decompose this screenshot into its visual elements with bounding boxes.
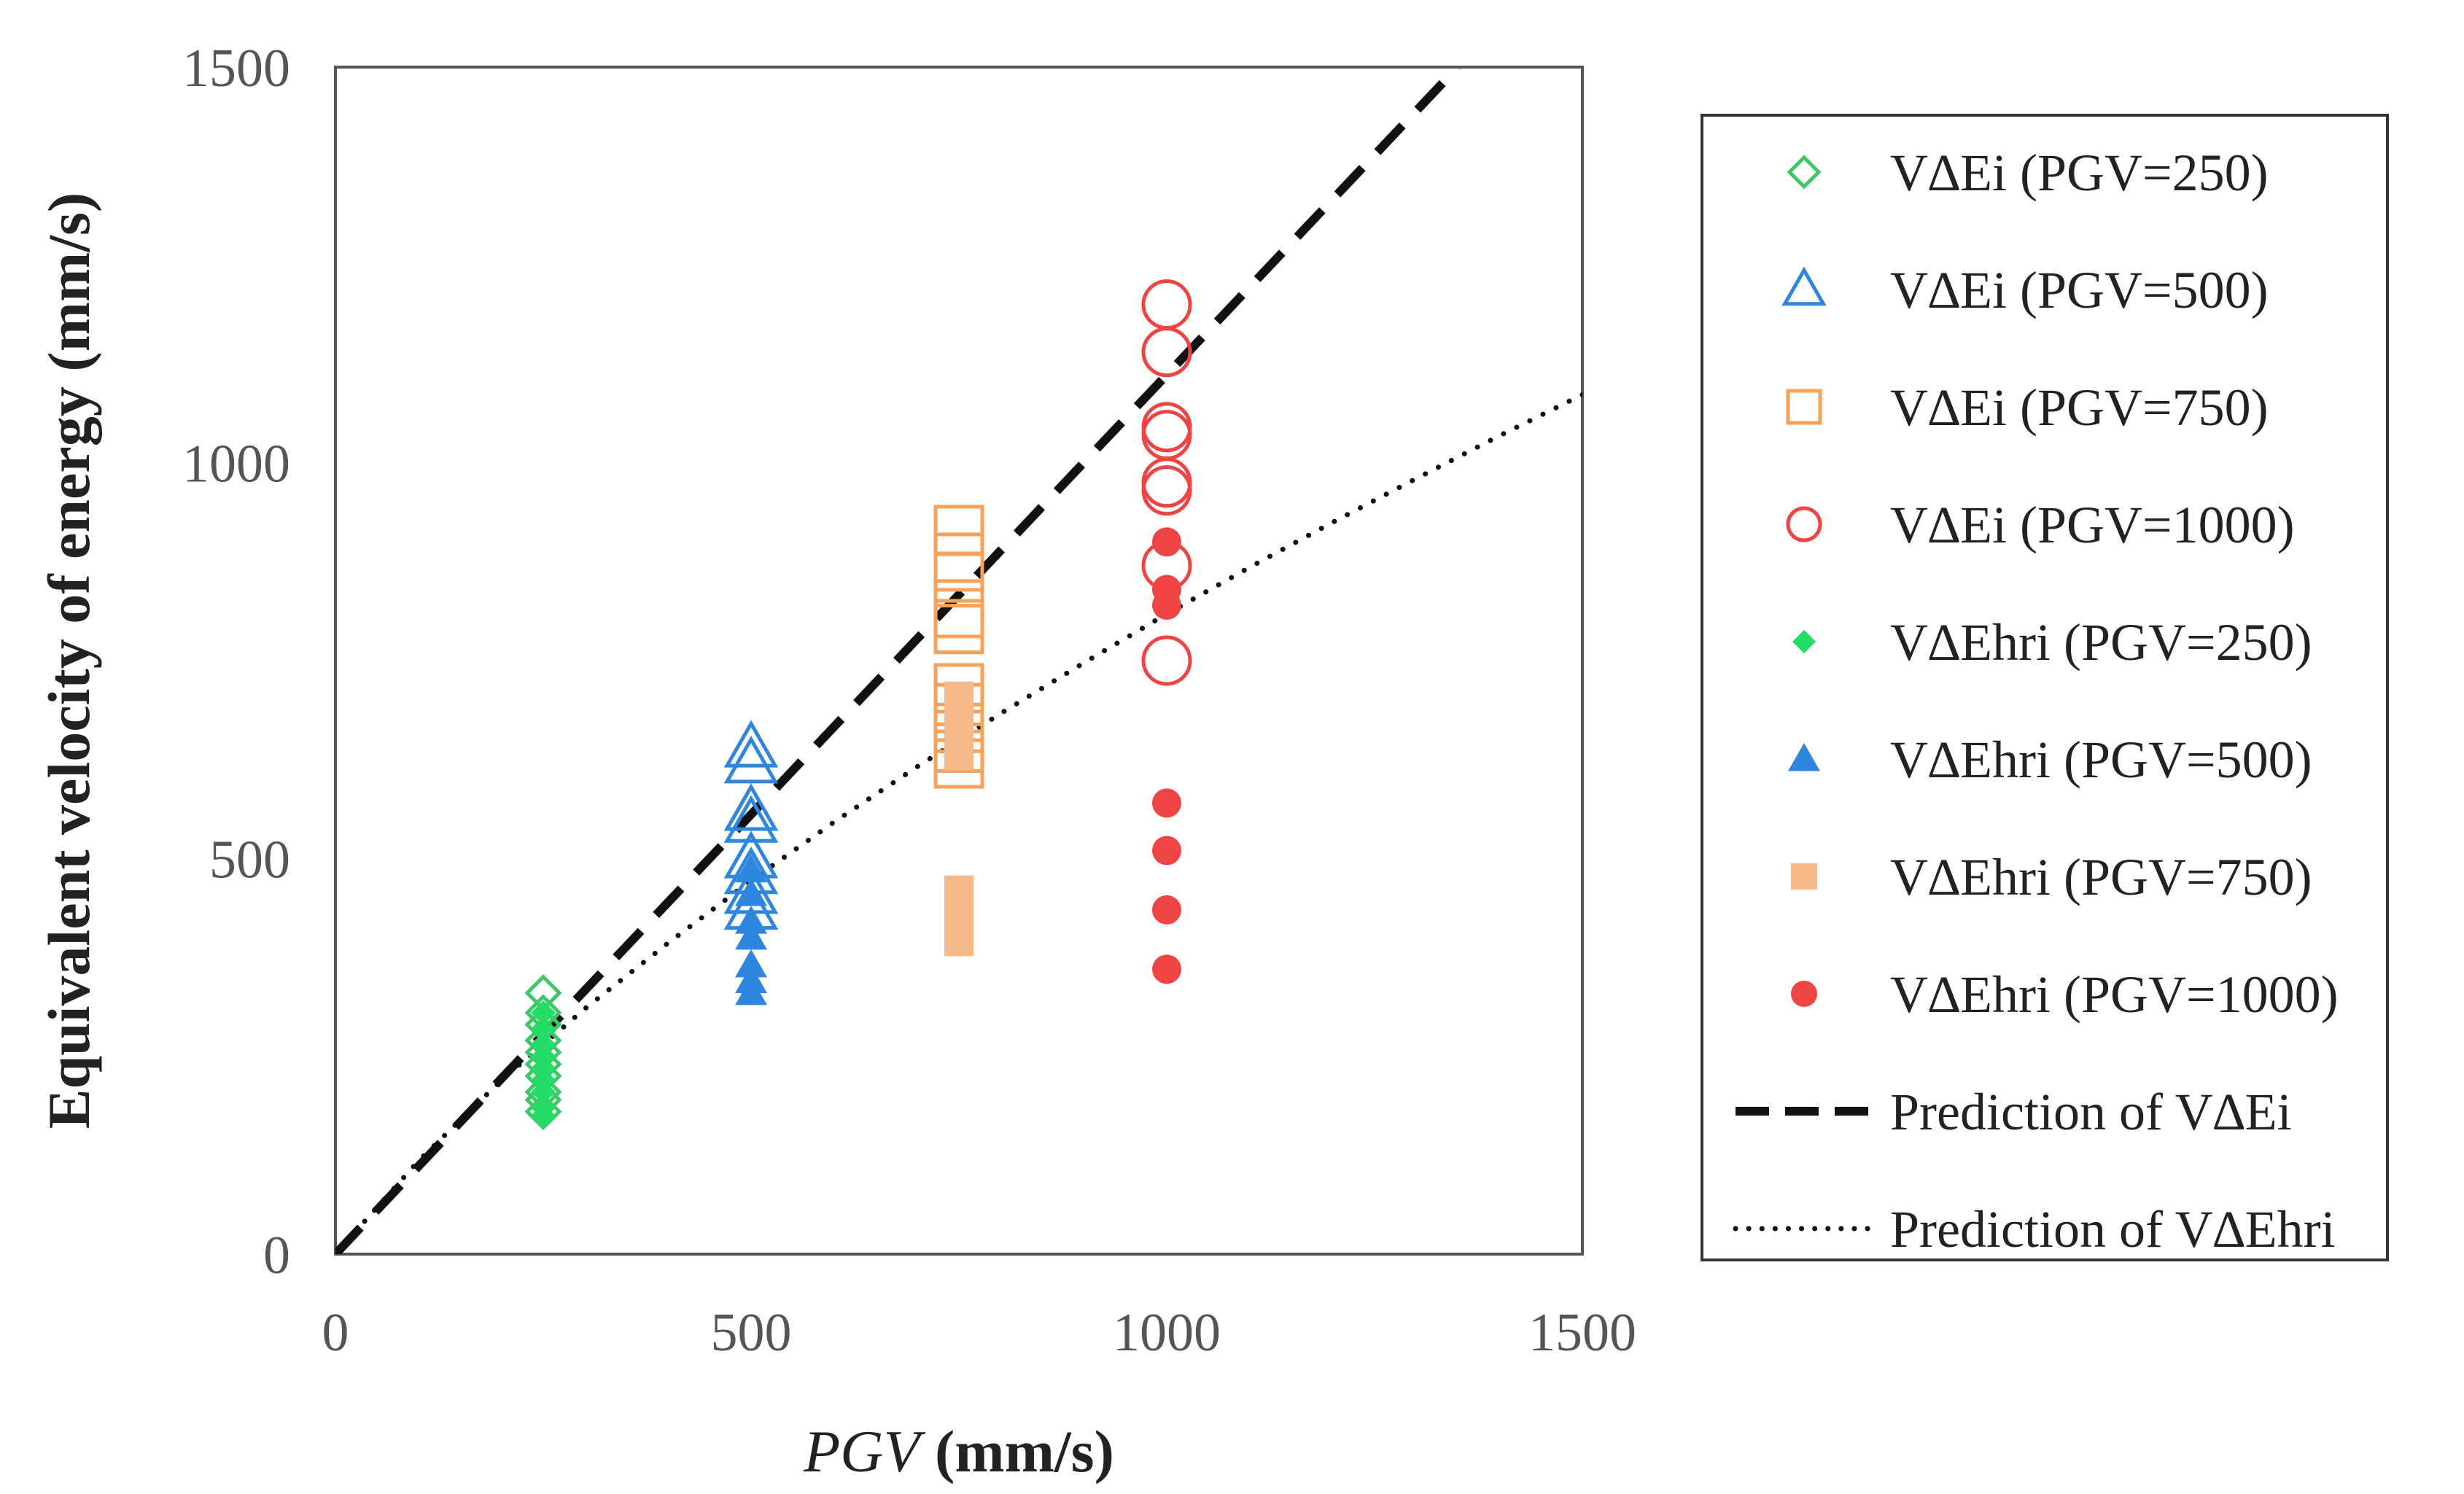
y-axis-title: Equivalent velocity of energy (mm/s) xyxy=(36,192,102,1129)
data-point-circle-filled xyxy=(1152,527,1181,557)
x-tick-label: 500 xyxy=(711,1303,792,1363)
data-point-circle-filled xyxy=(1152,895,1181,925)
data-point-triangle-open xyxy=(723,720,779,768)
legend-marker-triangle-open xyxy=(1781,266,1827,306)
data-points xyxy=(524,279,1192,1131)
prediction-ehri-line xyxy=(335,392,1582,1254)
series-7 xyxy=(1152,527,1181,984)
data-point-circle-open xyxy=(1141,327,1192,378)
series-4 xyxy=(531,1000,556,1129)
data-point-circle-filled xyxy=(1152,954,1181,984)
y-tick-label: 500 xyxy=(209,830,290,890)
prediction-lines xyxy=(335,67,1582,1254)
data-point-diamond-filled xyxy=(531,1000,556,1025)
data-point-diamond-filled xyxy=(531,1016,556,1041)
data-point-diamond-filled xyxy=(531,1079,556,1105)
legend-label: V∆Ei (PGV=750) xyxy=(1890,378,2269,437)
data-point-square-open xyxy=(933,552,984,603)
data-point-square-open xyxy=(933,604,984,655)
x-tick-label: 0 xyxy=(322,1303,349,1363)
plot-area-frame xyxy=(334,66,1584,1256)
prediction-ei-line xyxy=(335,67,1461,1254)
legend-label: V∆Ei (PGV=500) xyxy=(1890,261,2269,319)
data-point-triangle-open xyxy=(723,795,779,843)
data-point-square-filled xyxy=(944,741,973,771)
series-6 xyxy=(944,681,973,957)
x-tick-label: 1500 xyxy=(1528,1303,1636,1363)
legend-label: Prediction of V∆Ehri xyxy=(1890,1200,2336,1258)
x-axis-title-variable: PGV xyxy=(803,1418,925,1485)
x-axis-title-unit: (mm/s) xyxy=(920,1418,1114,1485)
data-point-triangle-filled xyxy=(735,878,767,906)
y-tick-label: 1000 xyxy=(182,435,290,494)
data-point-triangle-filled xyxy=(735,921,767,950)
legend-label: V∆Ei (PGV=250) xyxy=(1890,144,2269,202)
y-tick-label: 1500 xyxy=(182,39,290,98)
data-point-circle-open xyxy=(1141,465,1192,516)
data-point-square-filled xyxy=(944,927,973,957)
plot-layer: 0 500 1000 1500 0 500 1000 1500 PGV (mm/s) Equiva… xyxy=(36,39,1636,1485)
data-point-triangle-open xyxy=(723,783,779,831)
data-point-circle-filled xyxy=(1152,591,1181,620)
legend-box xyxy=(1701,114,2389,1261)
data-point-triangle-filled xyxy=(735,949,767,978)
data-point-square-open xyxy=(933,505,984,556)
series-3 xyxy=(1141,279,1192,686)
legend-label: V∆Ehri (PGV=500) xyxy=(1890,731,2312,789)
legend-marker-square-open xyxy=(1786,389,1822,425)
data-point-diamond-filled xyxy=(531,1103,556,1129)
data-point-triangle-filled xyxy=(735,854,767,883)
legend-label: V∆Ehri (PGV=1000) xyxy=(1890,965,2339,1024)
data-point-triangle-filled xyxy=(735,976,767,1005)
data-point-triangle-open xyxy=(723,736,779,784)
data-point-circle-filled xyxy=(1152,836,1181,865)
data-point-circle-filled xyxy=(1152,788,1181,818)
legend-label: V∆Ehri (PGV=750) xyxy=(1890,848,2312,906)
x-tick-label: 1000 xyxy=(1113,1303,1221,1363)
data-point-circle-open xyxy=(1141,635,1192,686)
legend-marker-triangle-filled xyxy=(1788,743,1820,771)
data-point-triangle-filled xyxy=(735,906,767,934)
legend-marker-diamond-open xyxy=(1787,155,1822,190)
legend-marker-circle-open xyxy=(1786,506,1822,542)
legend-marker-diamond-filled xyxy=(1792,630,1816,653)
data-point-circle-open xyxy=(1141,279,1192,330)
legend-marker-circle-filled xyxy=(1791,981,1817,1007)
legend-label: V∆Ehri (PGV=250) xyxy=(1890,613,2312,672)
series-2 xyxy=(933,505,984,789)
y-tick-label: 0 xyxy=(263,1226,290,1285)
legend-label: Prediction of V∆Ei xyxy=(1890,1083,2292,1141)
legend-label: V∆Ei (PGV=1000) xyxy=(1890,496,2295,554)
legend: V∆Ei (PGV=250) V∆Ei (PGV=500) V∆Ei (PGV=75… xyxy=(1701,114,2389,1261)
series-5 xyxy=(735,854,767,1005)
x-axis-title: PGV (mm/s) xyxy=(803,1418,1114,1485)
legend-marker-square-filled xyxy=(1791,863,1817,890)
